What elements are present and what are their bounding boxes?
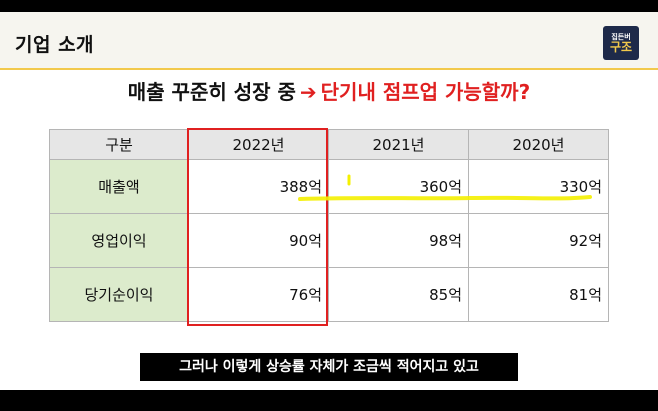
section-title: 기업 소개 (15, 34, 95, 56)
row-label-revenue: 매출액 (49, 159, 189, 214)
logo-top-text: 집든버 (611, 32, 631, 41)
logo-bottom-text: 구조 (609, 39, 633, 54)
slide-header: 기업 소개 집든버 구조 (0, 12, 658, 68)
arrow-right-icon: ➔ (299, 80, 317, 104)
financial-table: 구분 2022년 2021년 2020년 매출액 388억 360억 330억 … (49, 129, 609, 322)
table-cell: 92억 (468, 213, 609, 268)
header-2022: 2022년 (188, 129, 329, 160)
channel-logo: 집든버 구조 (603, 26, 639, 60)
row-label-net-income: 당기순이익 (49, 267, 189, 322)
table-cell: 98억 (328, 213, 469, 268)
headline-part1: 매출 꾸준히 성장 중 (127, 80, 296, 104)
table-header-row: 구분 2022년 2021년 2020년 (49, 129, 609, 160)
highlight-box-2022 (187, 128, 328, 326)
table-row: 매출액 388억 360억 330억 (49, 159, 609, 214)
header-category: 구분 (49, 129, 189, 160)
table-cell: 76억 (188, 267, 329, 322)
header-2020: 2020년 (468, 129, 609, 160)
table-row: 당기순이익 76억 85억 81억 (49, 267, 609, 322)
table-cell: 85억 (328, 267, 469, 322)
table-cell: 81억 (468, 267, 609, 322)
video-subtitle: 그러나 이렇게 상승률 자체가 조금씩 적어지고 있고 (140, 353, 518, 381)
row-label-operating-profit: 영업이익 (49, 213, 189, 268)
header-divider (0, 68, 658, 70)
table-cell: 360억 (328, 159, 469, 214)
header-2021: 2021년 (328, 129, 469, 160)
headline-part2: 단기내 점프업 가능할까? (320, 80, 531, 104)
slide-headline: 매출 꾸준히 성장 중 ➔ 단기내 점프업 가능할까? (0, 76, 658, 105)
table-row: 영업이익 90억 98억 92억 (49, 213, 609, 268)
table-cell: 330억 (468, 159, 609, 214)
